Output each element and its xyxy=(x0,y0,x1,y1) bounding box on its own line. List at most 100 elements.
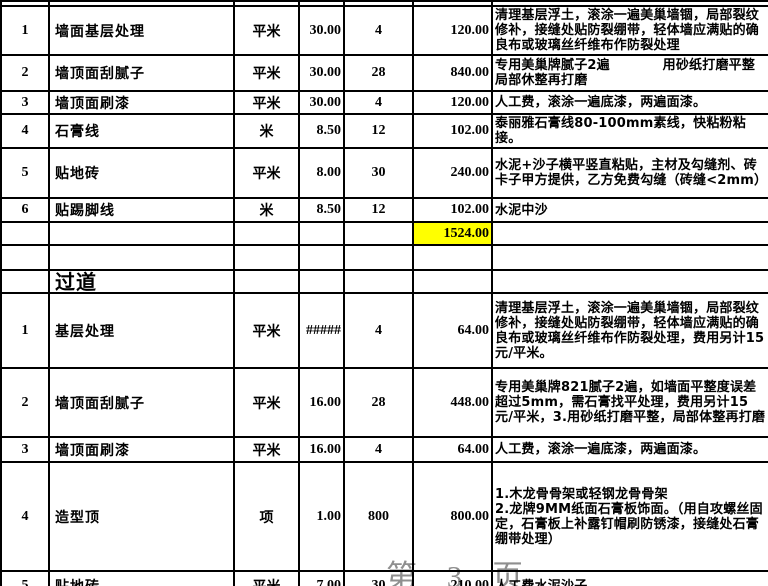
row-number-cell[interactable]: 4 xyxy=(0,113,50,149)
quantity-cell[interactable]: 28 xyxy=(343,367,414,438)
item-name-cell[interactable] xyxy=(48,244,235,271)
item-name-cell[interactable]: 墙顶面刮腻子 xyxy=(48,54,235,92)
row-number-cell[interactable]: 2 xyxy=(0,54,50,92)
item-name-cell[interactable] xyxy=(48,221,235,246)
notes-cell[interactable]: 清理基层浮土，滚涂一遍美巢墙锢，局部裂纹修补，接缝处贴防裂绷带，轻体墙应满贴的确… xyxy=(491,5,768,56)
item-name-cell[interactable]: 贴地砖 xyxy=(48,570,235,586)
quantity-cell[interactable]: 4 xyxy=(343,292,414,369)
notes-cell[interactable]: 泰丽雅石膏线80-100mm素线，快粘粉粘接。 xyxy=(491,113,768,149)
unit-price-cell[interactable]: 16.00 xyxy=(298,436,345,463)
row-number-cell[interactable]: 6 xyxy=(0,197,50,223)
notes-cell[interactable]: 专用美巢牌821腻子2遍，如墙面平整度误差超过5mm，需石膏找平处理，费用另计1… xyxy=(491,367,768,438)
row-number-cell[interactable]: 1 xyxy=(0,292,50,369)
notes-cell[interactable] xyxy=(491,244,768,271)
unit-cell[interactable]: 项 xyxy=(233,461,300,572)
item-name-cell[interactable]: 墙顶面刷漆 xyxy=(48,90,235,115)
unit-price-cell[interactable] xyxy=(298,269,345,294)
amount-cell[interactable] xyxy=(412,0,493,7)
unit-price-cell[interactable]: 1.00 xyxy=(298,461,345,572)
unit-price-cell[interactable]: 8.50 xyxy=(298,197,345,223)
unit-price-cell[interactable]: 30.00 xyxy=(298,54,345,92)
quantity-cell[interactable]: 4 xyxy=(343,5,414,56)
quantity-cell[interactable] xyxy=(343,269,414,294)
amount-cell[interactable]: 240.00 xyxy=(412,147,493,199)
row-number-cell[interactable] xyxy=(0,221,50,246)
notes-cell[interactable]: 人工费水泥沙子 xyxy=(491,570,768,586)
row-number-cell[interactable]: 5 xyxy=(0,147,50,199)
unit-cell[interactable]: 平米 xyxy=(233,570,300,586)
amount-cell[interactable]: 840.00 xyxy=(412,54,493,92)
unit-cell[interactable] xyxy=(233,244,300,271)
unit-price-cell[interactable]: 30.00 xyxy=(298,90,345,115)
notes-cell[interactable] xyxy=(491,221,768,246)
unit-cell[interactable]: 平米 xyxy=(233,5,300,56)
unit-cell[interactable]: 平米 xyxy=(233,90,300,115)
notes-cell[interactable] xyxy=(491,269,768,294)
unit-cell[interactable]: 平米 xyxy=(233,54,300,92)
quantity-cell[interactable]: 30 xyxy=(343,570,414,586)
amount-cell[interactable]: 64.00 xyxy=(412,292,493,369)
row-number-cell[interactable]: 1 xyxy=(0,5,50,56)
amount-cell[interactable] xyxy=(412,269,493,294)
row-number-cell[interactable]: 4 xyxy=(0,461,50,572)
amount-cell[interactable]: 1524.00 xyxy=(412,221,493,246)
quantity-cell[interactable] xyxy=(343,244,414,271)
item-name-cell[interactable]: 墙顶面刮腻子 xyxy=(48,367,235,438)
amount-cell[interactable]: 102.00 xyxy=(412,197,493,223)
quantity-cell[interactable]: 4 xyxy=(343,436,414,463)
section-title-cell[interactable]: 过道 xyxy=(48,269,235,294)
item-name-cell[interactable]: 贴踢脚线 xyxy=(48,197,235,223)
unit-cell[interactable]: 平米 xyxy=(233,147,300,199)
quantity-cell[interactable]: 28 xyxy=(343,54,414,92)
unit-cell[interactable]: 平米 xyxy=(233,292,300,369)
quantity-cell[interactable]: 12 xyxy=(343,113,414,149)
quantity-cell[interactable]: 12 xyxy=(343,197,414,223)
item-name-cell[interactable]: 基层处理 xyxy=(48,292,235,369)
amount-cell[interactable]: 102.00 xyxy=(412,113,493,149)
notes-cell[interactable]: 清理基层浮土，滚涂一遍美巢墙锢，局部裂纹修补，接缝处贴防裂绷带，轻体墙应满贴的确… xyxy=(491,292,768,369)
quantity-cell[interactable] xyxy=(343,0,414,7)
unit-price-cell[interactable]: 8.50 xyxy=(298,113,345,149)
item-name-cell[interactable]: 石膏线 xyxy=(48,113,235,149)
unit-cell[interactable]: 平米 xyxy=(233,367,300,438)
unit-cell[interactable] xyxy=(233,269,300,294)
unit-cell[interactable]: 平米 xyxy=(233,436,300,463)
row-number-cell[interactable]: 3 xyxy=(0,90,50,115)
amount-cell[interactable]: 448.00 xyxy=(412,367,493,438)
notes-cell[interactable]: 1.木龙骨骨架或轻钢龙骨骨架 2.龙牌9MM纸面石膏板饰面。（用自攻螺丝固定，石… xyxy=(491,461,768,572)
row-number-cell[interactable]: 2 xyxy=(0,367,50,438)
notes-cell[interactable]: 人工费，滚涂一遍底漆，两遍面漆。 xyxy=(491,90,768,115)
amount-cell[interactable]: 64.00 xyxy=(412,436,493,463)
row-number-cell[interactable] xyxy=(0,0,50,7)
amount-cell[interactable]: 210.00 xyxy=(412,570,493,586)
quantity-cell[interactable]: 30 xyxy=(343,147,414,199)
unit-price-cell[interactable] xyxy=(298,0,345,7)
row-number-cell[interactable]: 3 xyxy=(0,436,50,463)
notes-cell[interactable]: 水泥中沙 xyxy=(491,197,768,223)
unit-cell[interactable]: 米 xyxy=(233,113,300,149)
item-name-cell[interactable]: 墙面基层处理 xyxy=(48,5,235,56)
amount-cell[interactable]: 800.00 xyxy=(412,461,493,572)
quantity-cell[interactable] xyxy=(343,221,414,246)
amount-cell[interactable]: 120.00 xyxy=(412,90,493,115)
unit-price-cell[interactable]: 16.00 xyxy=(298,367,345,438)
row-number-cell[interactable] xyxy=(0,244,50,271)
quantity-cell[interactable]: 800 xyxy=(343,461,414,572)
unit-cell[interactable] xyxy=(233,0,300,7)
item-name-cell[interactable]: 造型顶 xyxy=(48,461,235,572)
notes-cell[interactable]: 人工费，滚涂一遍底漆，两遍面漆。 xyxy=(491,436,768,463)
item-name-cell[interactable]: 墙顶面刷漆 xyxy=(48,436,235,463)
amount-cell[interactable] xyxy=(412,244,493,271)
unit-cell[interactable] xyxy=(233,221,300,246)
unit-cell[interactable]: 米 xyxy=(233,197,300,223)
unit-price-cell[interactable]: 30.00 xyxy=(298,5,345,56)
notes-cell[interactable]: 水泥+沙子横平竖直粘贴，主材及勾缝剂、砖卡子甲方提供，乙方免费勾缝（砖缝<2mm… xyxy=(491,147,768,199)
row-number-cell[interactable]: 5 xyxy=(0,570,50,586)
item-name-cell[interactable] xyxy=(48,0,235,7)
quantity-cell[interactable]: 4 xyxy=(343,90,414,115)
unit-price-cell[interactable] xyxy=(298,244,345,271)
unit-price-cell[interactable] xyxy=(298,221,345,246)
unit-price-cell[interactable]: 8.00 xyxy=(298,147,345,199)
unit-price-cell[interactable]: 7.00 xyxy=(298,570,345,586)
row-number-cell[interactable] xyxy=(0,269,50,294)
